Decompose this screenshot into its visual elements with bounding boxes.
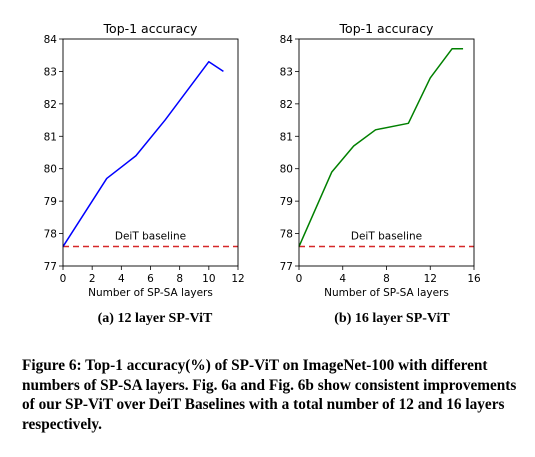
chart-title: Top-1 accuracy [339, 21, 435, 36]
y-tick-label: 80 [280, 164, 293, 176]
subfigure-caption-b: (b) 16 layer SP-ViT [334, 311, 450, 326]
y-tick-label: 81 [280, 131, 293, 143]
x-tick-label: 16 [467, 273, 481, 285]
series-line [298, 47, 464, 247]
x-tick-label: 0 [296, 273, 303, 285]
x-tick-label: 6 [147, 273, 154, 285]
x-tick-label: 12 [231, 273, 244, 285]
chart-a: Top-1 accuracy 77 78 79 80 81 82 83 84 0 2 4 6 8 10 12 N… [44, 21, 245, 299]
y-tick-label: 82 [280, 99, 293, 111]
y-tick-label: 84 [280, 34, 294, 46]
x-axis-label: Number of SP-SA layers [324, 287, 449, 299]
plot-frame [298, 38, 475, 267]
y-tick-label: 84 [44, 34, 58, 46]
y-tick-label: 83 [44, 66, 57, 78]
subfigure-caption-a: (a) 12 layer SP-ViT [97, 311, 213, 326]
x-tick-label: 12 [424, 273, 437, 285]
chart-b: Top-1 accuracy 77 78 79 80 81 82 83 84 0 4 8 12 16 Num… [280, 21, 481, 299]
x-tick-label: 10 [202, 273, 215, 285]
x-tick-label: 4 [339, 273, 346, 285]
y-tick-label: 82 [44, 99, 57, 111]
x-axis-label: Number of SP-SA layers [88, 287, 213, 299]
figure-caption: Figure 6: Top-1 accuracy(%) of SP-ViT on… [22, 357, 517, 433]
y-tick-label: 80 [44, 164, 57, 176]
baseline-label: DeiT baseline [351, 231, 422, 243]
x-tick-label: 0 [60, 273, 67, 285]
y-tick-label: 78 [44, 229, 57, 241]
x-tick-label: 8 [176, 273, 183, 285]
baseline-label: DeiT baseline [115, 231, 186, 243]
y-tick-label: 83 [280, 66, 293, 78]
y-tick-label: 81 [44, 131, 57, 143]
chart-title: Top-1 accuracy [103, 21, 199, 36]
series-line [62, 60, 224, 247]
y-tick-label: 77 [44, 261, 57, 273]
x-tick-label: 8 [383, 273, 390, 285]
x-tick-label: 2 [89, 273, 96, 285]
y-tick-label: 79 [280, 196, 293, 208]
y-tick-label: 79 [44, 196, 57, 208]
y-tick-label: 77 [280, 261, 293, 273]
y-tick-label: 78 [280, 229, 293, 241]
plot-frame [62, 38, 239, 267]
x-tick-label: 4 [118, 273, 125, 285]
